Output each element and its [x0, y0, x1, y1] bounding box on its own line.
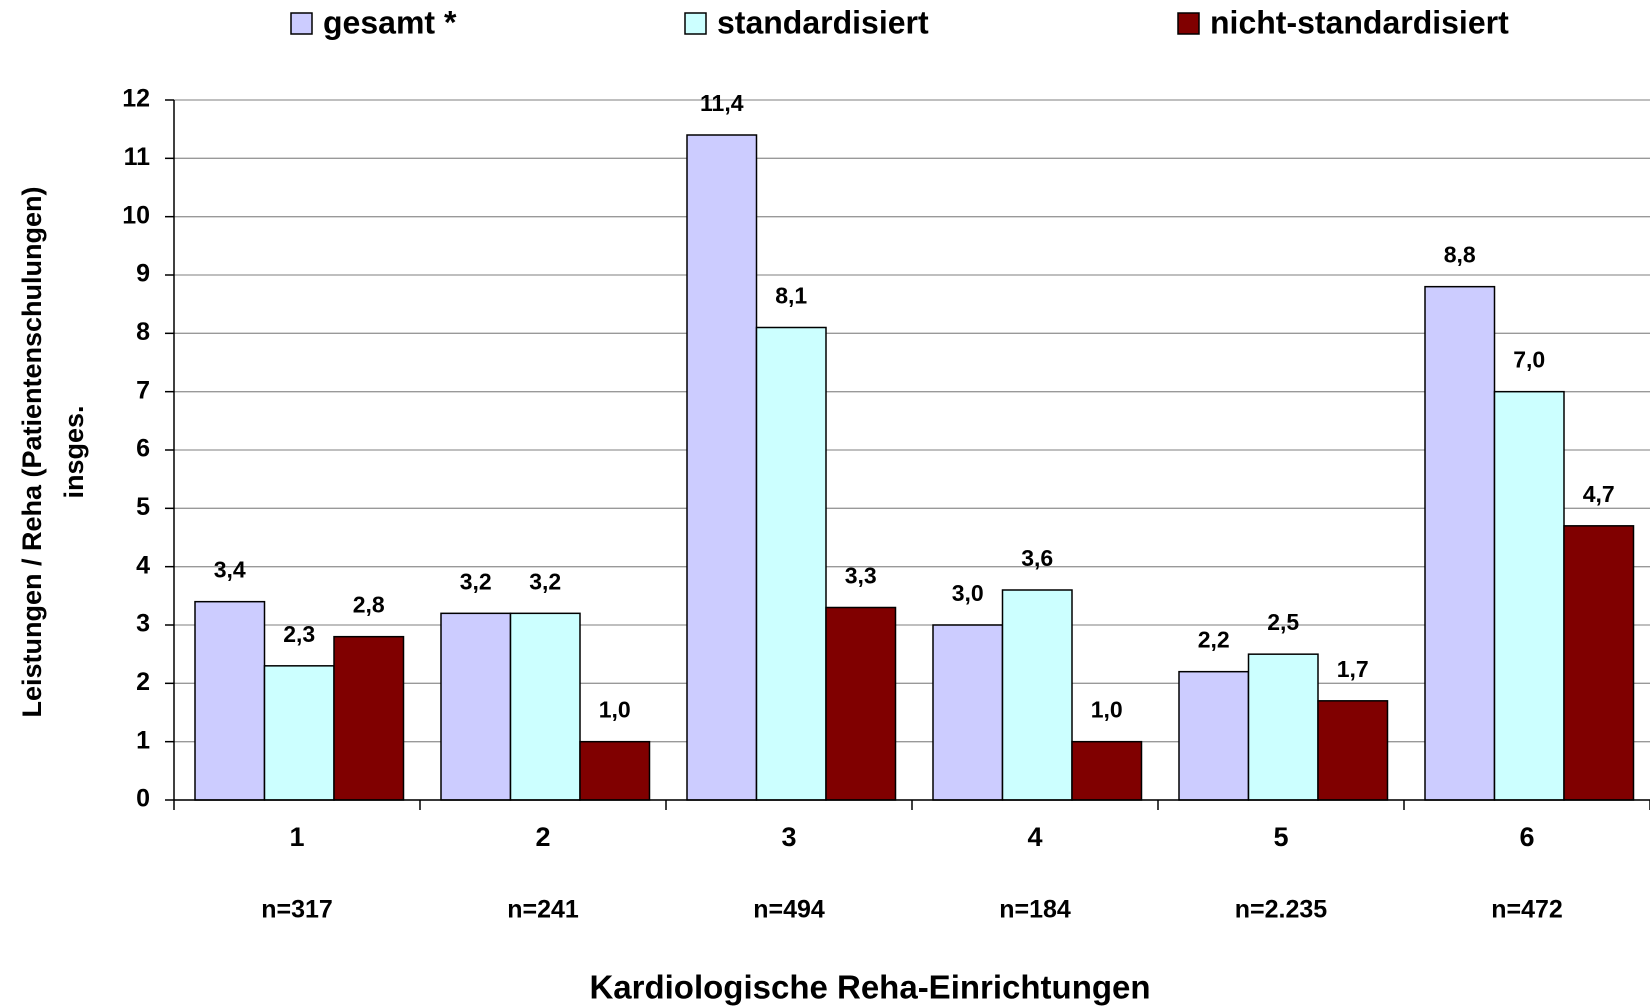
x-tick-label: 4 [1027, 822, 1042, 852]
value-label: 8,1 [775, 283, 807, 309]
y-tick-label: 12 [122, 85, 150, 113]
y-tick-label: 5 [136, 493, 150, 521]
value-label: 3,2 [529, 568, 561, 594]
n-label: n=494 [753, 896, 825, 924]
bar [686, 134, 758, 801]
x-tick-label: 3 [781, 822, 796, 852]
legend-label: gesamt * [323, 4, 457, 40]
bar [755, 326, 827, 801]
y-tick-label: 4 [136, 551, 150, 579]
value-label: 8,8 [1444, 242, 1476, 268]
y-tick-label: 9 [136, 260, 150, 288]
bar [1493, 390, 1565, 801]
y-tick-label: 6 [136, 435, 150, 463]
y-tick-label: 8 [136, 318, 150, 346]
bar [263, 665, 335, 801]
n-label: n=2.235 [1235, 896, 1328, 924]
legend-label: standardisiert [717, 4, 929, 40]
bar [932, 624, 1004, 801]
value-label: 2,8 [353, 592, 385, 618]
bar [1001, 589, 1073, 801]
value-label: 3,6 [1021, 545, 1053, 571]
value-label: 1,0 [1091, 697, 1123, 723]
n-label: n=317 [261, 896, 333, 924]
bar [579, 740, 651, 801]
y-tick-label: 11 [124, 143, 151, 171]
bar [1178, 670, 1250, 801]
value-label: 2,3 [283, 621, 315, 647]
legend-swatch [1177, 12, 1200, 35]
value-label: 1,0 [599, 697, 631, 723]
bar [1424, 285, 1496, 801]
value-label: 7,0 [1513, 347, 1545, 373]
x-tick-label: 6 [1519, 822, 1534, 852]
bar [333, 635, 405, 801]
legend-label: nicht-standardisiert [1210, 4, 1509, 40]
bar [1563, 525, 1635, 801]
x-axis-label: Kardiologische Reha-Einrichtungen [589, 969, 1150, 1006]
bar [1071, 740, 1143, 801]
bar [1317, 700, 1389, 801]
y-tick-label: 0 [136, 785, 150, 813]
bar [509, 612, 581, 801]
x-tick-label: 1 [289, 822, 304, 852]
value-label: 2,5 [1267, 609, 1299, 635]
value-label: 3,3 [845, 563, 877, 589]
y-tick-label: 7 [136, 376, 150, 404]
bar [440, 612, 512, 801]
value-label: 3,0 [952, 580, 984, 606]
n-label: n=184 [999, 896, 1071, 924]
value-label: 3,2 [460, 568, 492, 594]
value-label: 1,7 [1337, 656, 1369, 682]
value-label: 11,4 [700, 90, 744, 116]
y-tick-label: 1 [136, 726, 150, 754]
x-tick-label: 2 [535, 822, 550, 852]
y-axis-label: insges. [59, 405, 89, 498]
x-tick-label: 5 [1273, 822, 1288, 852]
value-label: 2,2 [1198, 627, 1230, 653]
legend-swatch [684, 12, 707, 35]
n-label: n=241 [507, 896, 579, 924]
y-tick-label: 10 [122, 201, 150, 229]
n-label: n=472 [1491, 896, 1563, 924]
bar [825, 606, 897, 801]
y-tick-label: 2 [136, 668, 150, 696]
value-label: 3,4 [214, 557, 246, 583]
value-label: 4,7 [1583, 481, 1615, 507]
bar [194, 600, 266, 801]
bar [1247, 653, 1319, 801]
y-axis-label: Leistungen / Reha (Patientenschulungen) [17, 186, 47, 717]
legend-swatch [290, 12, 313, 35]
y-tick-label: 3 [136, 610, 150, 638]
